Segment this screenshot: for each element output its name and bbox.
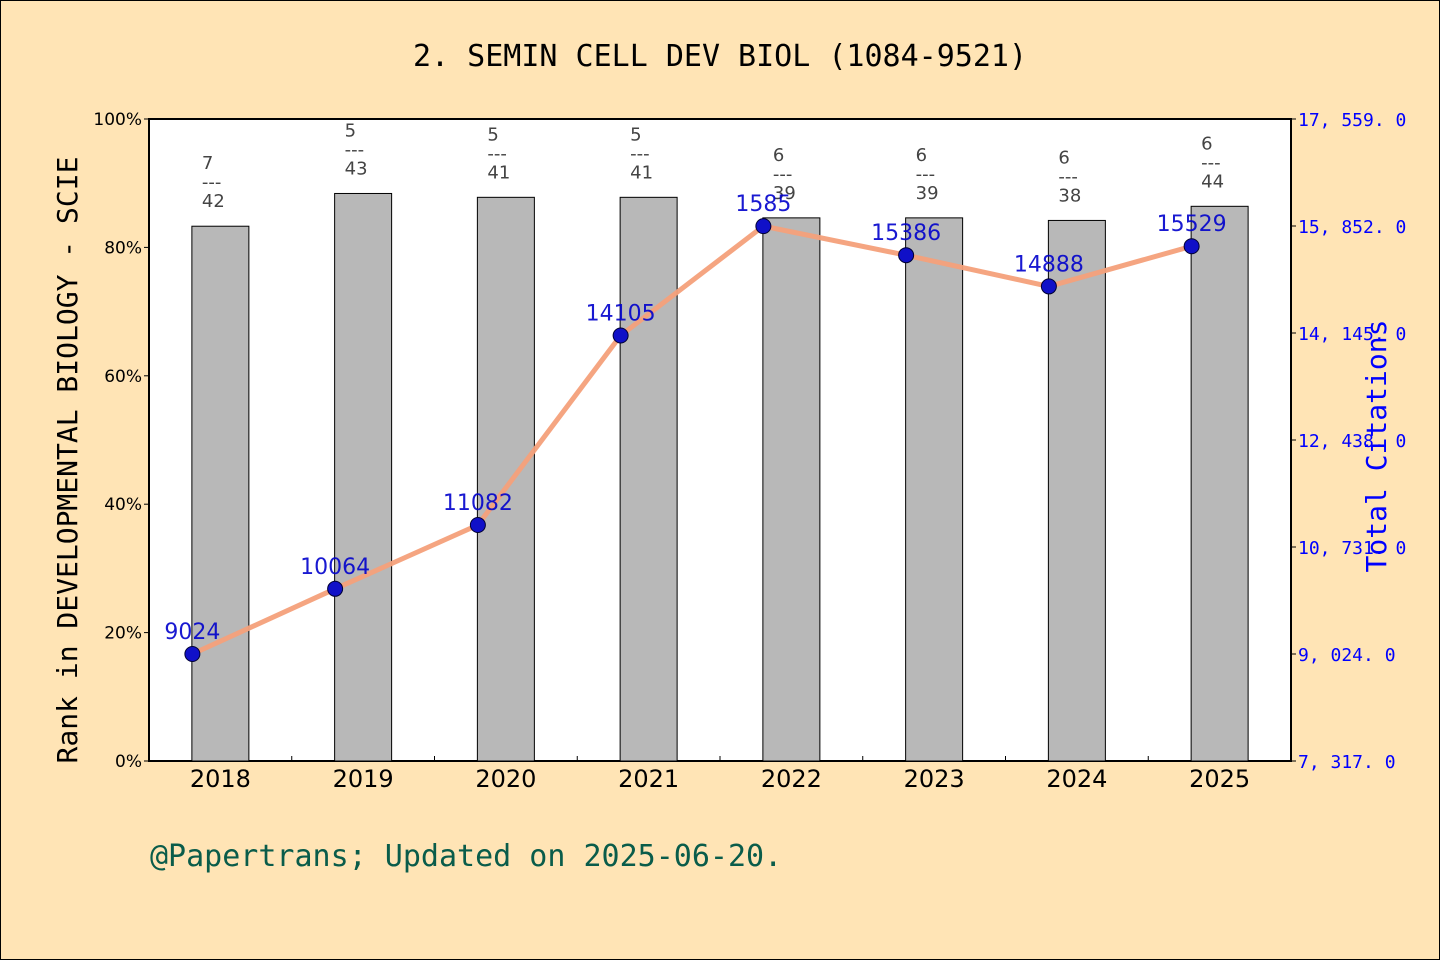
citation-value-label: 15529: [1157, 212, 1227, 237]
tick-label-x: 2022: [761, 765, 822, 793]
rank-total: 39: [773, 183, 796, 204]
tick-label-right: 15, 852. 0: [1298, 217, 1406, 238]
citation-value-label: 10064: [300, 555, 370, 580]
citation-value-label: 14105: [586, 302, 656, 327]
rank-total: 42: [202, 191, 225, 212]
tick-label-left: 80%: [104, 238, 142, 258]
rank-label: 6: [1201, 133, 1212, 154]
bar: [1190, 205, 1249, 762]
citation-point: [1183, 238, 1200, 255]
tick-label-right: 12, 438. 0: [1298, 431, 1406, 452]
rank-label: 5: [630, 124, 641, 145]
citation-value-label: 9024: [164, 620, 220, 645]
bar: [476, 196, 535, 762]
rank-separator: ---: [1058, 166, 1078, 187]
tick-label-right: 10, 731. 0: [1298, 538, 1406, 559]
rank-separator: ---: [487, 143, 507, 164]
rank-total: 44: [1201, 171, 1224, 192]
citation-value-label: 14888: [1014, 252, 1084, 277]
citation-value-label: 15386: [871, 221, 941, 246]
axes-layer: 0% 20% 40% 60% 80% 100% 7, 317. 0 9, 024. 0 10, …: [93, 110, 1406, 793]
rank-total: 41: [630, 162, 653, 183]
tick-label-left: 100%: [93, 110, 142, 130]
rank-label: 7: [202, 153, 213, 174]
tick-label-x: 2025: [1189, 765, 1250, 793]
tick-label-x: 2021: [618, 765, 679, 793]
plot-area: [148, 118, 1292, 762]
bar: [905, 217, 964, 762]
rank-total: 43: [345, 158, 368, 179]
bar: [191, 225, 250, 762]
citation-point: [469, 516, 486, 533]
bar: [334, 192, 393, 762]
tick-label-left: 0%: [115, 752, 142, 772]
rank-separator: ---: [345, 139, 365, 160]
y-axis-left-label: Rank in DEVELOPMENTAL BIOLOGY - SCIE: [51, 157, 84, 764]
citation-value-label: 11082: [443, 491, 513, 516]
bar: [619, 196, 678, 762]
rank-label: 5: [345, 120, 356, 141]
tick-label-x: 2020: [475, 765, 536, 793]
bar: [1047, 219, 1106, 762]
citation-point: [612, 327, 629, 344]
tick-label-right: 14, 145. 0: [1298, 324, 1406, 345]
tick-label-right: 7, 317. 0: [1298, 752, 1396, 773]
tick-label-left: 40%: [104, 495, 142, 515]
rank-separator: ---: [202, 172, 222, 193]
tick-label-left: 60%: [104, 367, 142, 387]
rank-total: 39: [916, 183, 939, 204]
rank-total: 38: [1058, 185, 1081, 206]
citation-point: [1040, 278, 1057, 295]
citations-line: [191, 223, 1193, 657]
rank-separator: ---: [630, 143, 650, 164]
rank-label: 6: [916, 145, 927, 166]
rank-separator: ---: [1201, 152, 1221, 173]
rank-label: 6: [773, 145, 784, 166]
citation-point: [898, 247, 915, 264]
rank-total: 41: [487, 162, 510, 183]
citation-point: [327, 580, 344, 597]
line-layer: [184, 218, 1200, 662]
rank-label: 5: [487, 124, 498, 145]
citation-value-label: 1585: [735, 192, 791, 217]
tick-label-right: 9, 024. 0: [1298, 645, 1396, 666]
bars-layer: [191, 192, 1249, 762]
labels-layer: 7---425---435---415---416---396---396---…: [164, 120, 1226, 645]
footer-note: @Papertrans; Updated on 2025-06-20.: [150, 839, 782, 874]
tick-label-x: 2019: [333, 765, 394, 793]
rank-separator: ---: [916, 164, 936, 185]
bar: [762, 217, 821, 762]
rank-separator: ---: [773, 164, 793, 185]
citation-point: [755, 218, 772, 235]
rank-label: 6: [1058, 147, 1069, 168]
citation-point: [184, 646, 201, 662]
tick-label-x: 2023: [904, 765, 965, 793]
tick-label-left: 20%: [104, 624, 142, 644]
tick-label-x: 2024: [1046, 765, 1107, 793]
tick-label-right: 17, 559. 0: [1298, 110, 1406, 131]
tick-label-x: 2018: [190, 765, 251, 793]
y-axis-right-label: Total Citations: [1360, 320, 1393, 573]
chart-title: 2. SEMIN CELL DEV BIOL (1084-9521): [413, 39, 1027, 74]
